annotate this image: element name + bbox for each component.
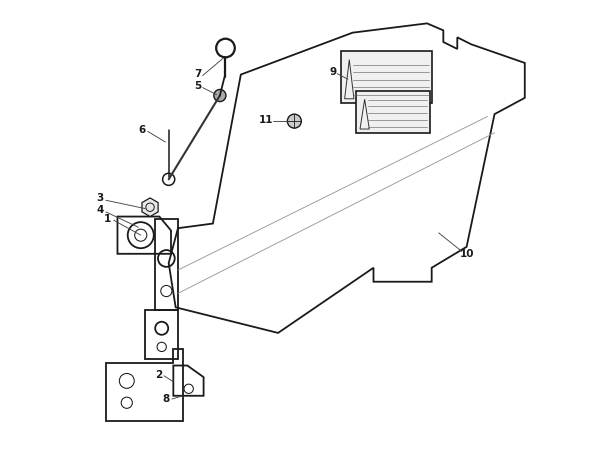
- Text: 7: 7: [195, 69, 202, 79]
- Circle shape: [288, 114, 301, 128]
- Text: 1: 1: [103, 214, 111, 224]
- Polygon shape: [142, 198, 158, 217]
- Text: 6: 6: [138, 124, 146, 134]
- Text: 4: 4: [96, 205, 103, 215]
- Text: 10: 10: [460, 249, 474, 259]
- FancyBboxPatch shape: [356, 91, 430, 133]
- Text: 2: 2: [155, 370, 162, 380]
- Circle shape: [214, 89, 226, 102]
- Text: 8: 8: [163, 395, 170, 405]
- Text: 11: 11: [259, 115, 274, 125]
- Text: 3: 3: [96, 193, 103, 203]
- Text: 9: 9: [329, 67, 337, 77]
- Text: 5: 5: [195, 81, 201, 91]
- FancyBboxPatch shape: [341, 51, 431, 103]
